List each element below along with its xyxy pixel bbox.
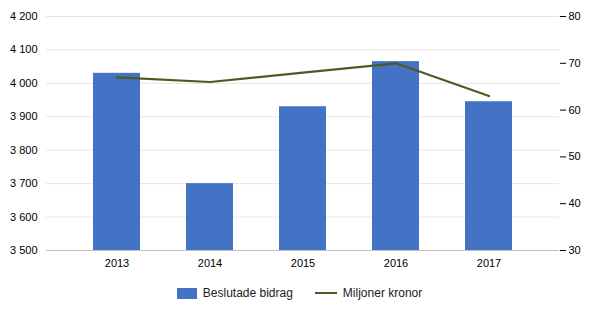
svg-text:3 900: 3 900 (10, 110, 38, 122)
svg-text:40: 40 (569, 197, 581, 209)
svg-text:2017: 2017 (477, 257, 501, 269)
svg-text:3 800: 3 800 (10, 144, 38, 156)
svg-text:3 500: 3 500 (10, 244, 38, 256)
svg-text:3 600: 3 600 (10, 211, 38, 223)
svg-text:2016: 2016 (384, 257, 408, 269)
svg-text:70: 70 (569, 57, 581, 69)
svg-text:30: 30 (569, 244, 581, 256)
svg-text:2014: 2014 (198, 257, 222, 269)
svg-text:60: 60 (569, 104, 581, 116)
svg-text:4 000: 4 000 (10, 77, 38, 89)
html-text:Beslutade bidrag: Beslutade bidrag (202, 286, 293, 300)
svg-text:4 200: 4 200 (10, 10, 38, 22)
svg-text:3 700: 3 700 (10, 177, 38, 189)
svg-text:2013: 2013 (105, 257, 129, 269)
html-text:Miljoner kronor: Miljoner kronor (342, 286, 423, 300)
svg-text:4 100: 4 100 (10, 43, 38, 55)
svg-text:2015: 2015 (291, 257, 315, 269)
svg-text:80: 80 (569, 10, 581, 22)
svg-text:50: 50 (569, 150, 581, 162)
